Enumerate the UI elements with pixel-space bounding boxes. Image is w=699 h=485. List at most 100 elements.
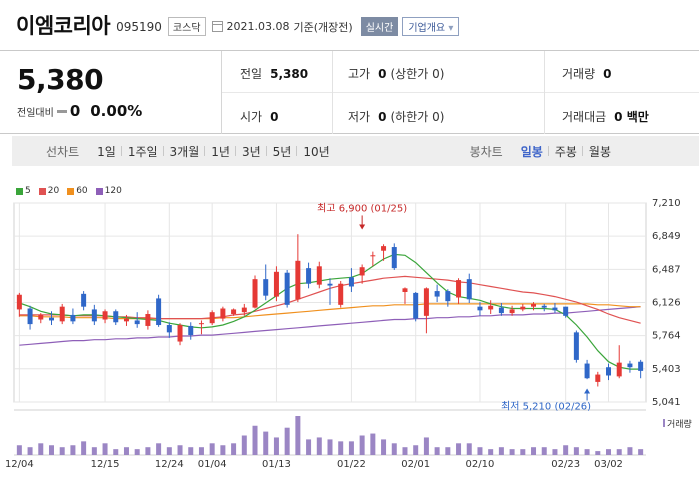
calendar-icon [211,21,223,32]
y-tick-label: 6,126 [652,297,681,308]
candle-body [359,267,365,276]
period-1y[interactable]: 1년 [204,143,236,160]
volume-bar [434,447,440,455]
summary-divider [222,92,699,93]
volume-bar [241,435,247,455]
volume-bar [423,437,429,455]
volume-bar [166,447,172,455]
period-1d[interactable]: 1일 [97,144,116,159]
volume-bar [413,445,419,455]
candle-monthly[interactable]: 월봉 [581,143,617,160]
period-3y[interactable]: 3년 [234,143,267,160]
ma5-line [19,253,641,370]
legend-ma5: 5 [16,186,31,196]
legend-ma20: 20 [38,186,59,196]
legend-swatch [67,187,75,195]
volume-bar [209,443,215,455]
stock-name: 이엠코리아 [16,14,111,38]
ma60-line [19,303,641,320]
candle-body [316,266,322,285]
volume-bar [123,447,129,455]
volume-bar [584,449,590,455]
candle-body [370,255,376,257]
volume-bar [113,449,119,455]
volume-bar [391,443,397,455]
y-tick-label: 7,210 [652,198,681,209]
candle-body [413,292,419,319]
volume-bar [370,433,376,455]
candle-body [381,246,387,251]
period-10y[interactable]: 10년 [296,143,335,160]
candle-daily[interactable]: 일봉 [520,144,543,159]
y-tick-label: 5,041 [652,397,681,408]
candle-body [606,367,612,376]
candle-body [456,280,462,298]
prev-close-value: 5,380 [270,67,309,81]
candle-body [113,311,119,323]
candle-body [48,317,54,321]
volume-bar [145,447,151,455]
amount-label: 거래대금 [562,110,607,124]
volume-bar [188,447,194,455]
volume-bar [16,445,22,455]
candle-body [402,288,408,292]
change-label: 전일대비 [17,107,54,119]
x-tick-label: 02/01 [401,459,430,470]
open-stat: 시가 0 [240,108,278,125]
amount-value: 0 백만 [614,110,649,124]
summary-divider [544,51,545,134]
candle-weekly[interactable]: 주봉 [547,143,583,160]
volume-bar [573,447,579,455]
volume-label: 거래량 [562,67,596,81]
volume-bar [348,441,354,455]
candle-body [509,309,515,314]
candle-body [348,277,354,287]
candle-body [81,293,87,307]
period-bar: 선차트 1일 1주일 3개월 1년 3년 5년 10년 봉차트 일봉 주봉 월봉 [12,136,699,166]
high-stat: 고가 0 (상한가 0) [348,65,444,82]
max-arrow-head [359,224,366,230]
candle-body [434,291,440,297]
stock-chart: 7,210 6,849 6,487 6,126 5,764 5,403 5,041 12/04… [5,198,692,470]
volume-bar [488,449,494,455]
volume-bar [263,431,269,455]
candle-body [284,272,290,305]
realtime-button[interactable]: 실시간 [360,17,399,36]
volume-bar [531,447,537,455]
volume-bar [627,447,633,455]
candle-body [27,308,33,325]
candle-body [123,318,129,322]
volume-bar [402,447,408,455]
period-1w[interactable]: 1주일 [120,143,164,160]
min-annotation: 최저 5,210 (02/26) [501,400,591,412]
low-value: 0 [378,110,387,124]
x-tick-label: 12/04 [5,459,34,470]
volume-bar [595,451,601,455]
company-overview-button[interactable]: 기업개요 ▾ [402,17,460,36]
period-5y[interactable]: 5년 [265,143,298,160]
volume-legend-swatch [663,419,665,427]
open-value: 0 [270,110,279,124]
legend-swatch [38,187,46,195]
candle-body [145,314,151,326]
candle-body [423,288,429,316]
volume-bar [381,439,387,455]
period-3m[interactable]: 3개월 [162,143,206,160]
candle-body [627,363,633,368]
change-row: 전일대비 0 0.00% [17,102,142,120]
volume-bar [327,439,333,455]
flat-icon [56,109,67,113]
x-tick-label: 01/13 [262,459,291,470]
max-annotation: 최고 6,900 (01/25) [317,202,407,214]
legend-swatch [16,187,23,195]
company-overview-label: 기업개요 [408,23,446,34]
candle-body [198,323,204,325]
candle-body [616,362,622,377]
candle-body [466,279,472,300]
volume-bar [606,449,612,455]
volume-bar [134,449,140,455]
x-tick-label: 01/04 [198,459,227,470]
volume-bar [295,416,301,455]
legend-swatch [95,187,103,195]
volume-bar [177,445,183,455]
